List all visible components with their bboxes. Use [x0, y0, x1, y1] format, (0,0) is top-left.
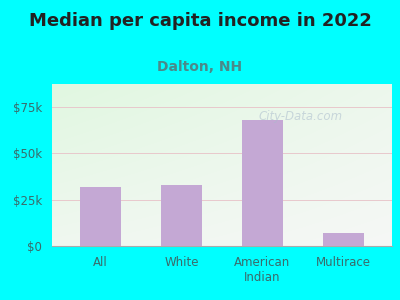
Bar — [323, 233, 364, 246]
Text: City-Data.com: City-Data.com — [258, 110, 342, 123]
Bar — [242, 120, 283, 246]
Bar — [161, 185, 202, 246]
Text: Median per capita income in 2022: Median per capita income in 2022 — [28, 12, 372, 30]
Text: Dalton, NH: Dalton, NH — [158, 60, 242, 74]
Bar — [80, 187, 121, 246]
